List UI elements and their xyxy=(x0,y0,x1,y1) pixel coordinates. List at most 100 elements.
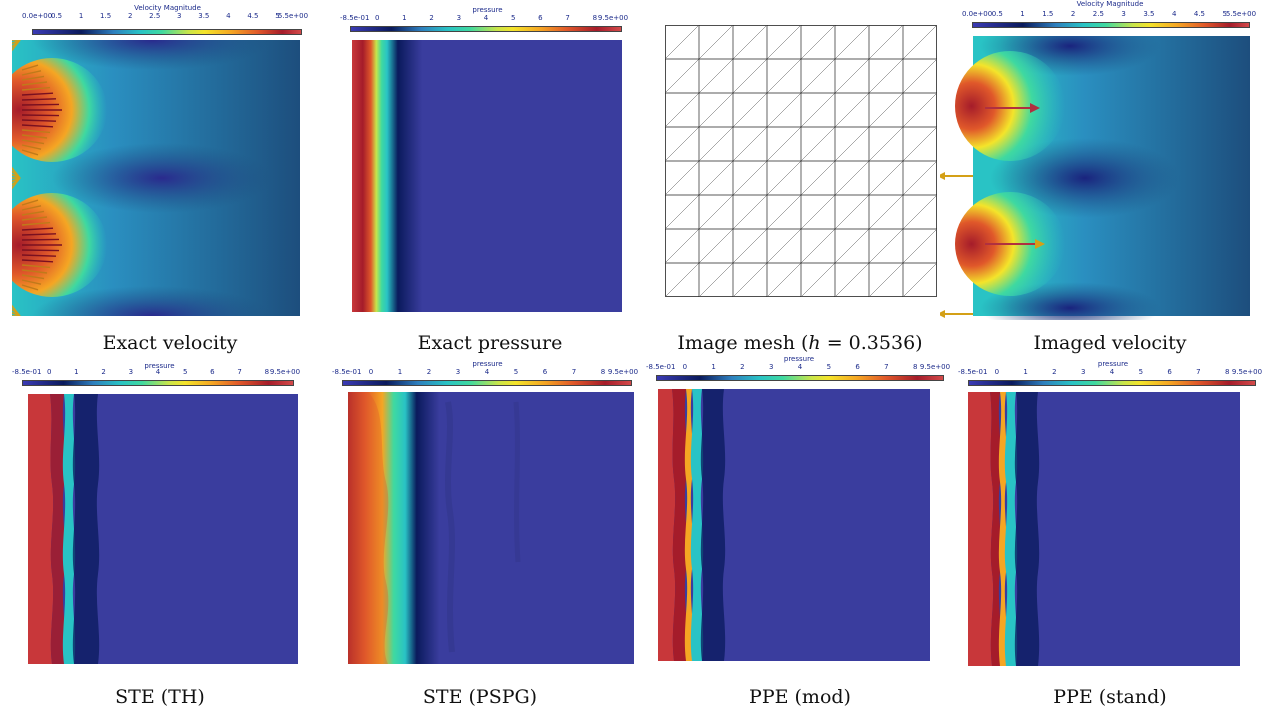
velocity-arrow xyxy=(12,308,21,316)
mesh-diagonal xyxy=(732,58,768,94)
colorbar-tick-label: 2 xyxy=(1070,10,1076,18)
mesh-diagonal xyxy=(665,262,700,297)
velocity-arrow xyxy=(21,279,42,285)
mesh-diagonal xyxy=(732,194,768,230)
mesh-diagonal xyxy=(834,228,870,264)
colorbar-tick-label: 9.5e+00 xyxy=(1231,368,1263,376)
mesh-diagonal xyxy=(834,262,870,297)
colorbar-title: Velocity Magnitude xyxy=(1076,0,1144,8)
colorbar-title: pressure xyxy=(783,355,815,363)
colorbar-tick-label: 7 xyxy=(565,14,570,22)
caption-exact-velocity: Exact velocity xyxy=(102,332,238,354)
colorbar-tick-label: 3 xyxy=(1080,368,1086,376)
pressure-field xyxy=(968,392,1240,666)
mesh-diagonal xyxy=(800,228,836,264)
mesh-diagonal xyxy=(665,228,700,264)
mesh-diagonal xyxy=(665,160,700,196)
colorbar-tick-label: 9.5e+00 xyxy=(607,368,639,376)
mesh-diagonal xyxy=(732,228,768,264)
colorbar-tick-label: 5.5e+00 xyxy=(1225,10,1257,18)
colorbar-tick-label: -8.5e-01 xyxy=(340,14,370,22)
mesh-diagonal xyxy=(902,25,937,60)
velocity-arrow xyxy=(21,70,42,76)
panel-image-mesh: Image mesh (h = 0.3536) xyxy=(640,0,960,360)
velocity-arrow xyxy=(21,98,57,101)
colorbar-tick-label: 3 xyxy=(455,368,461,376)
velocity-arrow xyxy=(21,92,54,96)
colorbar-tick-label: 5 xyxy=(826,363,832,371)
mesh-diagonal xyxy=(698,262,734,297)
colorbar-tick-label: 5 xyxy=(275,12,280,20)
colorbar-title: pressure xyxy=(1097,360,1129,368)
colorbar-tick-label: -8.5e-01 xyxy=(332,368,362,376)
colorbar-tick-label: 7 xyxy=(571,368,577,376)
colorbar-tick-label: 4 xyxy=(483,14,489,22)
mesh-diagonal xyxy=(834,25,870,60)
mesh-grid xyxy=(665,25,937,297)
colorbar-tick-label: 7 xyxy=(884,363,889,371)
velocity-arrow xyxy=(21,274,45,280)
colorbar-tick-label: 3 xyxy=(768,363,774,371)
colorbar-tick-label: 3 xyxy=(456,14,462,22)
mesh-diagonal xyxy=(834,160,870,196)
velocity-arrow xyxy=(21,216,48,221)
colorbar-tick-label: 4 xyxy=(1171,10,1177,18)
colorbar xyxy=(32,29,302,35)
mesh-diagonal xyxy=(698,126,734,162)
mesh-diagonal xyxy=(766,92,802,128)
mesh-diagonal xyxy=(698,92,734,128)
panel-ste-pspg: pressure STE (PSPG) -8.5e-01 xyxy=(320,360,640,712)
caption-image-mesh: Image mesh (h = 0.3536) xyxy=(640,332,960,354)
mesh-diagonal xyxy=(868,92,904,128)
mesh-size-variable: h xyxy=(808,332,821,354)
caption-ppe-stand: PPE (stand) xyxy=(1053,686,1167,708)
colorbar-tick-label: 9.5e+00 xyxy=(269,368,301,376)
mesh-diagonal xyxy=(698,58,734,94)
colorbar-tick-label: -8.5e-01 xyxy=(12,368,42,376)
colorbar-tick-label: 3 xyxy=(177,12,182,20)
colorbar-tick-label: 3.5 xyxy=(198,12,210,20)
mesh-diagonal xyxy=(665,194,700,230)
velocity-arrow xyxy=(21,86,51,91)
caption-imaged-velocity: Imaged velocity xyxy=(1033,332,1187,354)
colorbar-tick-label: 0 xyxy=(994,368,1000,376)
caption-exact-pressure: Exact pressure xyxy=(417,332,563,354)
imaged-velocity-field xyxy=(940,36,1260,320)
colorbar-tick-label: 2 xyxy=(127,12,133,20)
mesh-diagonal xyxy=(800,160,836,196)
colorbar-tick-label: 2.5 xyxy=(149,12,161,20)
colorbar-tick-label: 2 xyxy=(740,363,745,371)
mesh-diagonal xyxy=(766,160,802,196)
mesh-diagonal xyxy=(902,194,937,230)
colorbar-tick-label: 6 xyxy=(542,368,548,376)
colorbar-tick-label: 1 xyxy=(402,14,407,22)
mesh-diagonal xyxy=(732,126,768,162)
mesh-diagonal xyxy=(766,126,802,162)
colorbar-title: pressure xyxy=(472,6,503,14)
colorbar-tick-label: 1.5 xyxy=(1042,10,1054,18)
mesh-diagonal xyxy=(800,126,836,162)
colorbar-tick-label: 8 xyxy=(912,363,918,371)
velocity-arrow xyxy=(21,149,39,156)
colorbar-tick-label: 4.5 xyxy=(247,12,259,20)
colorbar-tick-label: 1 xyxy=(74,368,79,376)
mesh-diagonal xyxy=(868,228,904,264)
mesh-diagonal xyxy=(698,194,734,230)
mesh-diagonal xyxy=(698,228,734,264)
colorbar-tick-label: 6 xyxy=(1167,368,1172,376)
colorbar-tick-label: 0 xyxy=(374,14,380,22)
mesh-diagonal xyxy=(665,126,700,162)
colorbar-tick-label: 2 xyxy=(426,368,432,376)
mesh-diagonal xyxy=(800,194,836,230)
pressure-field xyxy=(28,394,298,664)
mesh-diagonal xyxy=(868,262,904,297)
velocity-arrow xyxy=(21,199,39,206)
velocity-arrow xyxy=(21,81,48,86)
mesh-diagonal xyxy=(834,58,870,94)
mesh-diagonal xyxy=(800,262,836,297)
velocity-field xyxy=(12,40,300,316)
mesh-diagonal xyxy=(902,262,937,297)
colorbar-tick-label: 5 xyxy=(510,14,516,22)
colorbar-title: pressure xyxy=(472,360,503,368)
mesh-diagonal xyxy=(732,262,768,297)
